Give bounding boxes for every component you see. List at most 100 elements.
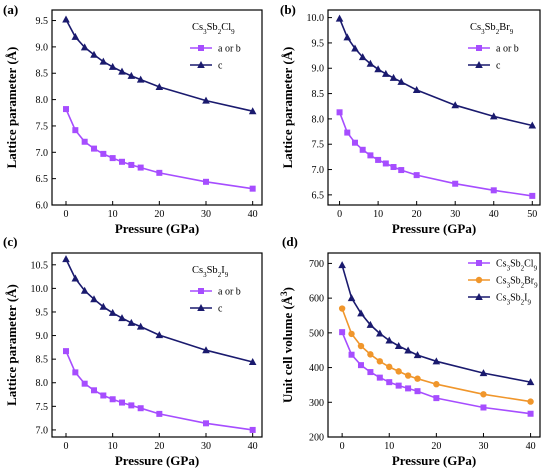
legend-marker [475, 276, 483, 284]
y-tick-label: 700 [309, 259, 324, 270]
data-point [358, 53, 367, 61]
legend-label: a or b [218, 287, 241, 298]
data-point [248, 107, 257, 115]
panel-c: 0 10 20 30 40 7.0 7.5 8.0 8.5 9.0 9.5 10.0 10.5 Press… [3, 234, 263, 468]
data-point [394, 342, 403, 350]
data-point [109, 396, 116, 403]
x-tick-label: 10 [108, 441, 118, 452]
data-point [99, 57, 108, 65]
chart-title: Cs3Sb2Cl9 [192, 22, 235, 36]
data-point [376, 358, 384, 365]
y-tick-label: 7.5 [312, 140, 325, 151]
data-point [351, 44, 359, 52]
data-point [335, 14, 344, 22]
data-point [480, 391, 487, 398]
y-tick-label: 8.5 [312, 89, 325, 100]
series-line [65, 258, 253, 363]
data-point [136, 75, 145, 83]
y-tick-label: 6.0 [36, 201, 49, 212]
y-tick-label: 8.0 [36, 378, 49, 389]
data-point [526, 378, 535, 386]
data-point [404, 346, 412, 354]
data-point [90, 295, 98, 303]
chart-title: Cs3Sb2I9 [192, 265, 229, 279]
data-point [376, 329, 384, 337]
y-tick-label: 7.0 [312, 165, 325, 176]
data-point [527, 410, 534, 417]
legend-label: c [496, 61, 501, 72]
data-point [351, 139, 358, 146]
x-tick-label: 10 [384, 441, 394, 452]
plot-frame [327, 252, 541, 438]
legend-marker [476, 45, 482, 51]
data-point [249, 185, 256, 192]
y-tick-label: 9.0 [312, 64, 325, 75]
legend-label: c [218, 61, 223, 72]
y-tick-label: 8.0 [36, 95, 49, 106]
data-point [395, 382, 402, 389]
data-point [100, 150, 107, 157]
x-tick-label: 40 [248, 209, 258, 220]
data-point [412, 86, 421, 94]
data-point [119, 399, 125, 406]
data-point [156, 169, 163, 176]
data-point [405, 385, 412, 392]
legend-marker [198, 288, 204, 294]
data-point [202, 346, 210, 354]
y-tick-label: 8.5 [36, 69, 49, 80]
x-tick-label: 10 [373, 209, 383, 220]
panel-label: (a) [3, 2, 18, 17]
data-point [385, 336, 394, 344]
data-point [359, 146, 366, 153]
data-point [63, 348, 69, 355]
data-point [398, 167, 405, 174]
y-tick-label: 7.0 [36, 425, 49, 436]
panel-label: (b) [280, 2, 296, 17]
legend-marker [475, 293, 483, 300]
y-tick-label: 10.0 [31, 284, 49, 295]
data-point [100, 392, 107, 399]
data-point [127, 71, 136, 79]
data-point [109, 155, 116, 162]
data-point [397, 77, 406, 85]
x-tick-label: 30 [478, 441, 488, 452]
data-point [529, 192, 536, 199]
data-point [404, 372, 412, 379]
data-point [343, 33, 352, 41]
data-point [490, 187, 497, 194]
legend-marker [197, 304, 205, 311]
legend-label: a or b [496, 44, 519, 55]
data-point [366, 320, 375, 328]
panel-label: (d) [282, 234, 298, 249]
y-tick-label: 9.0 [36, 42, 49, 53]
panel-label: (c) [3, 234, 17, 249]
data-point [99, 302, 108, 310]
data-point [386, 363, 393, 371]
y-tick-label: 200 [309, 433, 324, 444]
data-point [374, 65, 382, 73]
y-axis-label: Lattice parameter (Å) [4, 47, 19, 169]
x-tick-label: 30 [450, 209, 460, 220]
data-point [108, 62, 117, 70]
y-tick-label: 7.5 [36, 402, 49, 413]
plot-frame [51, 9, 263, 206]
data-point [136, 322, 145, 330]
y-tick-label: 9.5 [312, 38, 325, 49]
x-tick-label: 20 [431, 441, 441, 452]
data-point [527, 398, 534, 405]
y-tick-label: 600 [309, 294, 324, 305]
x-tick-label: 50 [527, 209, 537, 220]
x-tick-label: 0 [64, 209, 69, 220]
data-point [202, 96, 210, 104]
data-point [414, 388, 421, 395]
data-point [344, 129, 351, 136]
y-tick-label: 7.0 [36, 148, 49, 159]
y-axis-label: Lattice parameter (Å) [4, 284, 19, 406]
x-tick-label: 0 [337, 209, 342, 220]
plot-frame [51, 252, 263, 438]
x-tick-label: 0 [64, 441, 69, 452]
data-point [80, 286, 89, 294]
y-tick-label: 7.5 [36, 121, 49, 132]
data-point [367, 369, 374, 376]
